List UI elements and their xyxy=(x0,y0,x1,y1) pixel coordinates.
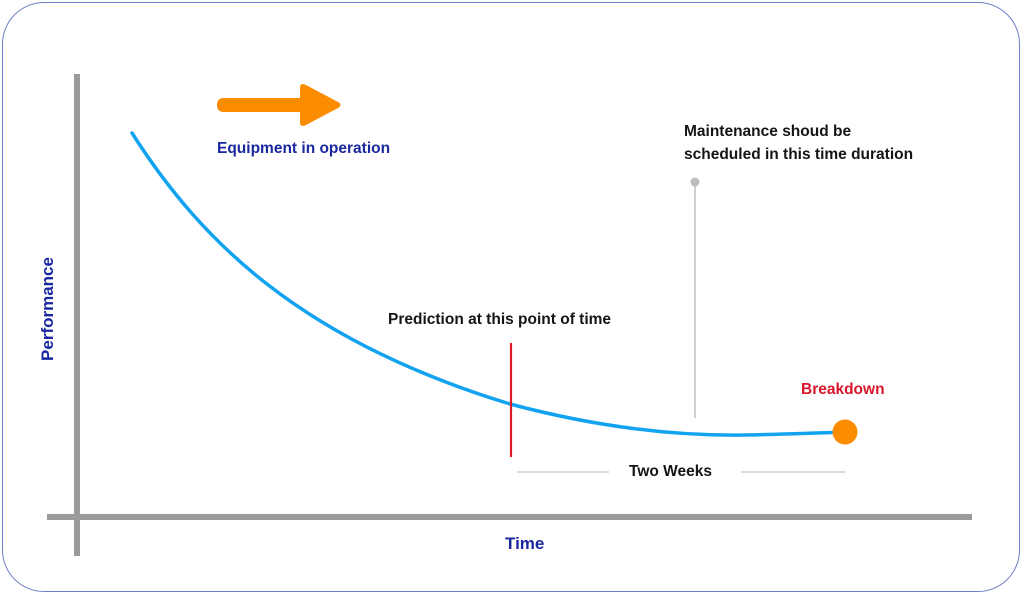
breakdown-label: Breakdown xyxy=(801,381,885,398)
maintenance-window-label: Maintenance shoud be scheduled in this t… xyxy=(684,120,913,166)
pin-dot-icon xyxy=(690,177,700,187)
maintenance-label-line-2: scheduled in this time duration xyxy=(684,146,914,163)
prediction-point-label: Prediction at this point of time xyxy=(388,311,612,328)
maintenance-label-line-1: Maintenance shoud be xyxy=(684,123,852,140)
arrow-right-icon xyxy=(217,84,341,126)
circle-marker-icon xyxy=(832,419,858,445)
performance-curve xyxy=(130,131,847,437)
x-axis-label: Time xyxy=(505,534,545,553)
equipment-in-operation-label: Equipment in operation xyxy=(217,140,391,157)
y-axis-label: Performance xyxy=(37,257,57,361)
axes xyxy=(47,74,972,556)
two-weeks-label: Two Weeks xyxy=(629,463,712,480)
